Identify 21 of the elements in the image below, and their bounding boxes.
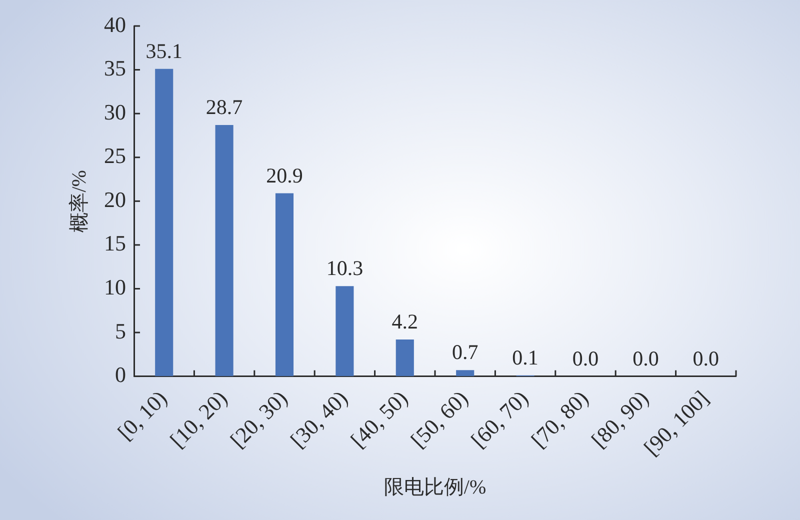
y-axis-title: 概率/%: [68, 170, 90, 232]
data-label: 4.2: [392, 310, 418, 334]
y-tick-label: 25: [104, 143, 126, 168]
y-tick-label: 20: [104, 186, 126, 212]
data-label: 35.1: [146, 38, 182, 63]
y-tick-label: 30: [104, 99, 126, 124]
data-label: 0.0: [632, 346, 659, 370]
y-tick-label: 0: [115, 362, 126, 388]
y-tick-label: 10: [104, 274, 126, 300]
y-tick-label: 5: [115, 318, 126, 344]
x-axis-title: 限电比例/%: [384, 476, 486, 498]
data-label: 10.3: [326, 256, 364, 280]
data-label: 0.1: [512, 345, 538, 370]
data-label: 28.7: [206, 94, 243, 119]
y-tick-label: 35: [104, 56, 126, 81]
y-tick-label: 40: [104, 12, 126, 37]
y-tick-label: 15: [104, 230, 126, 256]
data-label: 0.7: [452, 340, 478, 364]
data-label: 0.0: [692, 346, 720, 370]
data-label: 0.0: [572, 346, 599, 370]
data-label: 20.9: [266, 163, 303, 188]
